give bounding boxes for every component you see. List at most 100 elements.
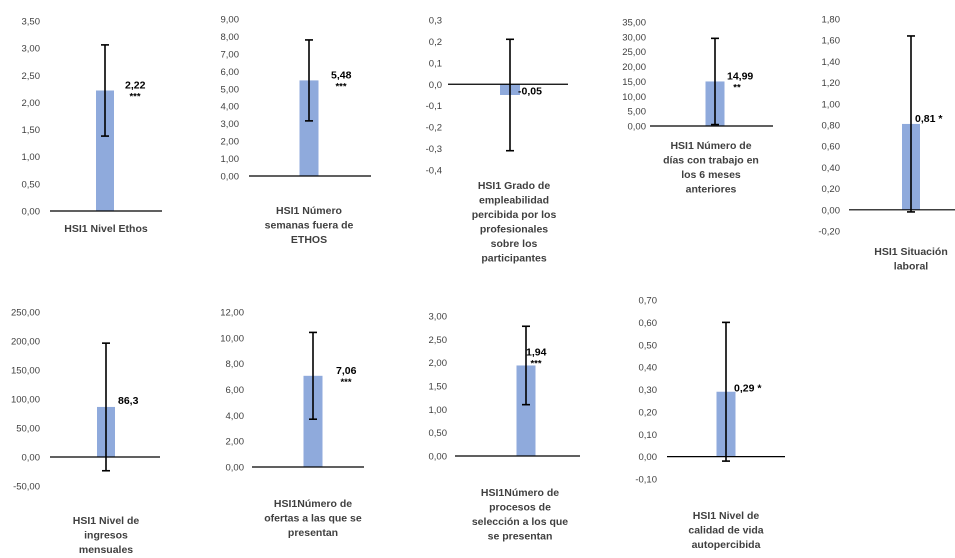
y-tick-label: -0,1	[426, 101, 442, 112]
y-tick-label: 0,60	[639, 318, 658, 329]
chart-title-line: HSI1 Situación	[874, 246, 948, 258]
y-tick-label: 0,00	[22, 207, 41, 218]
y-tick-label: 35,00	[622, 18, 646, 29]
y-tick-label: 4,00	[221, 102, 240, 113]
y-tick-label: 2,00	[226, 437, 245, 448]
y-tick-label: 7,00	[221, 49, 240, 60]
bar	[303, 375, 323, 467]
chart-title-line: mensuales	[79, 544, 133, 556]
chart-title-line: los 6 meses	[681, 169, 741, 181]
data-label: 0,81 *	[915, 113, 943, 125]
y-tick-label: 250,00	[11, 308, 40, 319]
chart-7: 0,00 2,00 4,00 6,00 8,00 10,00 12,00 7,06*** HSI…	[220, 308, 364, 539]
y-tick-label: -50,00	[13, 482, 40, 493]
y-tick-label: 6,00	[221, 67, 240, 78]
y-tick-label: 0,20	[822, 184, 841, 195]
y-tick-label: 0,00	[22, 453, 41, 464]
bar	[96, 90, 114, 211]
y-tick-label: 20,00	[622, 62, 646, 73]
y-tick-label: 2,00	[221, 137, 240, 148]
y-tick-label: 8,00	[226, 359, 245, 370]
y-tick-label: 12,00	[220, 308, 244, 319]
chart-title-line: selección a los que	[472, 516, 568, 528]
y-tick-label: 0,50	[639, 340, 658, 351]
significance-marker: ***	[129, 91, 140, 102]
y-tick-label: 2,00	[22, 98, 41, 109]
y-tick-label: -0,10	[635, 475, 657, 486]
data-label: 5,48	[331, 69, 352, 81]
data-label: 2,22	[125, 79, 146, 91]
significance-marker: ***	[530, 358, 541, 369]
y-tick-label: 5,00	[221, 84, 240, 95]
y-tick-label: 3,50	[22, 17, 41, 28]
y-tick-label: 0,0	[429, 80, 442, 91]
chart-title-line: empleabilidad	[479, 195, 549, 207]
y-tick-label: 1,00	[429, 405, 448, 416]
chart-title-line: HSI1Número de	[274, 498, 352, 510]
y-tick-label: 0,60	[822, 142, 841, 153]
chart-title-line: ofertas a las que se	[264, 513, 362, 525]
y-tick-label: 25,00	[622, 47, 646, 58]
y-tick-label: 0,30	[639, 385, 658, 396]
y-tick-label: 150,00	[11, 366, 40, 377]
y-tick-label: 0,20	[639, 407, 658, 418]
y-tick-label: 30,00	[622, 32, 646, 43]
y-tick-label: 1,20	[822, 78, 841, 89]
chart-title-line: se presentan	[488, 531, 553, 543]
y-tick-label: 1,50	[429, 382, 448, 393]
data-label: 14,99	[727, 70, 753, 82]
chart-title-line: percibida por los	[472, 209, 557, 221]
y-tick-label: 0,00	[628, 122, 647, 133]
y-tick-label: 0,2	[429, 37, 442, 48]
y-tick-label: 15,00	[622, 77, 646, 88]
y-tick-label: 2,00	[429, 358, 448, 369]
data-label: 0,29 *	[734, 383, 762, 395]
y-tick-label: 6,00	[226, 385, 245, 396]
chart-title-line: HSI1 Nivel de	[693, 510, 760, 522]
bar	[299, 80, 319, 176]
data-label: 7,06	[336, 365, 357, 377]
chart-title-line: profesionales	[480, 224, 548, 236]
y-tick-label: 0,50	[22, 179, 41, 190]
data-label: 86,3	[118, 395, 139, 407]
y-tick-label: 200,00	[11, 337, 40, 348]
chart-9: -0,10 0,00 0,10 0,20 0,30 0,40 0,50 0,60 0,70 0,2…	[635, 296, 785, 551]
bar	[516, 365, 536, 456]
y-tick-label: 3,00	[221, 119, 240, 130]
y-tick-label: 1,50	[22, 125, 41, 136]
chart-title-line: participantes	[481, 253, 547, 265]
y-tick-label: 1,00	[822, 99, 841, 110]
y-tick-label: 3,00	[429, 312, 448, 323]
chart-5: -0,20 0,00 0,20 0,40 0,60 0,80 1,00 1,20 1,40 1,6…	[818, 15, 955, 273]
y-tick-label: 9,00	[221, 15, 240, 26]
y-tick-label: 0,80	[822, 121, 841, 132]
y-tick-label: 3,00	[22, 44, 41, 55]
chart-title-line: días con trabajo en	[663, 155, 759, 167]
chart-3: -0,4 -0,3 -0,2 -0,1 0,0 0,1 0,2 0,3 -0,05 HSI1 Gr…	[426, 16, 568, 265]
y-tick-label: 2,50	[22, 71, 41, 82]
y-tick-label: 0,3	[429, 16, 442, 27]
y-tick-label: 100,00	[11, 395, 40, 406]
chart-title-line: laboral	[894, 261, 929, 273]
y-tick-label: 0,00	[822, 205, 841, 216]
y-tick-label: 0,70	[639, 296, 658, 307]
y-tick-label: 10,00	[220, 333, 244, 344]
y-tick-label: 1,40	[822, 57, 841, 68]
y-tick-label: 0,1	[429, 58, 442, 69]
y-tick-label: 5,00	[628, 107, 647, 118]
chart-title-line: calidad de vida	[688, 525, 763, 537]
chart-title-line: HSI1 Grado de	[478, 180, 551, 192]
chart-title-line: semanas fuera de	[265, 220, 354, 232]
chart-title-line: procesos de	[489, 502, 551, 514]
chart-title-line: HSI1Número de	[481, 487, 559, 499]
chart-8: 0,00 0,50 1,00 1,50 2,00 2,50 3,00 1,94*** HSI1N…	[429, 312, 580, 543]
y-tick-label: 1,00	[22, 152, 41, 163]
y-tick-label: 2,50	[429, 335, 448, 346]
chart-title-line: presentan	[288, 527, 338, 539]
data-label: 1,94	[526, 346, 547, 358]
significance-marker: **	[733, 82, 741, 93]
y-tick-label: 4,00	[226, 411, 245, 422]
y-tick-label: -0,20	[818, 227, 840, 238]
chart-title-line: HSI1 Nivel Ethos	[64, 223, 148, 235]
